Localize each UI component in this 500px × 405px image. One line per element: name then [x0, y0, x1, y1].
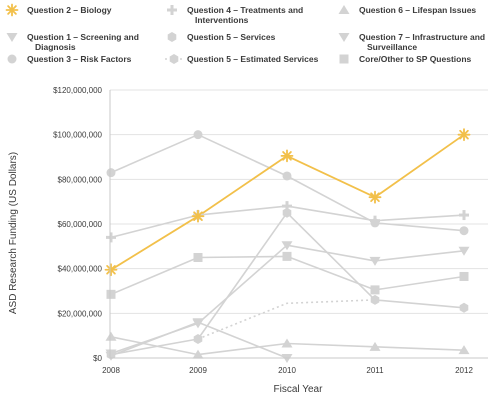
data-point: [282, 251, 292, 261]
legend-swatch: [169, 54, 179, 64]
legend-label: Question 3 – Risk Factors: [27, 54, 132, 64]
data-point: [369, 341, 381, 351]
y-tick-label: $60,000,000: [58, 220, 103, 229]
legend-swatch: [338, 5, 350, 14]
y-tick-label: $0: [93, 354, 102, 363]
data-point: [368, 190, 382, 204]
series-markers: [104, 128, 471, 363]
data-point: [193, 130, 203, 140]
legend-swatch: [5, 3, 19, 17]
data-point: [459, 226, 469, 236]
data-point: [105, 331, 117, 341]
data-point: [457, 128, 471, 142]
data-point: [458, 345, 470, 355]
data-point: [459, 302, 469, 313]
data-point: [459, 210, 469, 221]
data-point: [104, 263, 118, 277]
data-point: [369, 256, 381, 266]
legend-item: Question 5 – Services: [167, 32, 276, 42]
x-tick-label: 2011: [366, 366, 384, 375]
series-line: [110, 255, 465, 296]
data-point: [193, 334, 203, 344]
x-tick-label: 2010: [278, 366, 296, 375]
legend-swatch: [7, 54, 17, 64]
series-line: [197, 299, 376, 340]
data-point: [281, 338, 293, 348]
series-line: [110, 244, 465, 355]
legend-label: Question 5 – Services: [187, 32, 276, 42]
data-point: [192, 319, 204, 329]
legend-swatch: [339, 54, 349, 64]
legend-label: Question 2 – Biology: [27, 5, 112, 15]
data-point: [459, 271, 469, 281]
legend-label: Question 4 – Treatments and Interventions: [187, 5, 303, 25]
legend-label: Question 1 – Screening and Diagnosis: [27, 32, 139, 52]
data-point: [281, 241, 293, 251]
y-tick-label: $100,000,000: [53, 131, 102, 140]
data-point: [370, 215, 380, 226]
x-tick-label: 2008: [102, 366, 120, 375]
data-point: [193, 253, 203, 262]
legend-item: Question 6 – Lifespan Issues: [338, 5, 476, 15]
legend-item: Question 3 – Risk Factors: [7, 54, 132, 64]
data-point: [105, 349, 117, 359]
legend-item: Question 4 – Treatments and Interventions: [167, 5, 303, 25]
legend-label: Core/Other to SP Questions: [359, 54, 472, 64]
legend-item: Core/Other to SP Questions: [339, 54, 472, 64]
x-tick-label: 2012: [455, 366, 473, 375]
y-tick-label: $80,000,000: [58, 175, 103, 184]
legend-item: Question 5 – Estimated Services: [165, 54, 319, 64]
y-tick-label: $20,000,000: [58, 309, 103, 318]
data-point: [191, 209, 205, 223]
data-point: [106, 289, 116, 299]
legend-swatch: [167, 32, 177, 42]
data-point: [192, 349, 204, 359]
legend-swatch: [6, 33, 18, 42]
legend-item: Question 7 – Infrastructure and Surveilla…: [338, 32, 485, 52]
x-tick-label: 2009: [189, 366, 207, 375]
legend-swatch: [338, 33, 350, 42]
legend-item: Question 2 – Biology: [5, 3, 112, 17]
data-point: [370, 294, 380, 305]
axes: $0 $20,000,000 $40,000,000 $60,000,000 $80,0…: [53, 86, 488, 375]
data-point: [458, 246, 470, 256]
legend: Question 2 – Biology Question 4 – Treatme…: [5, 3, 485, 64]
data-point: [106, 168, 116, 178]
data-point: [282, 207, 292, 218]
x-axis-title: Fiscal Year: [274, 384, 324, 395]
y-tick-label: $40,000,000: [58, 265, 103, 274]
legend-label: Question 5 – Estimated Services: [187, 54, 319, 64]
data-point: [280, 149, 294, 163]
legend-label: Question 6 – Lifespan Issues: [359, 5, 476, 15]
legend-swatch: [167, 5, 177, 15]
y-tick-label: $120,000,000: [53, 86, 102, 95]
data-point: [370, 285, 380, 295]
y-axis-title: ASD Research Funding (US Dollars): [8, 152, 19, 314]
grid: [110, 89, 488, 314]
legend-item: Question 1 – Screening and Diagnosis: [6, 32, 139, 52]
legend-label: Question 7 – Infrastructure and Surveilla…: [359, 32, 485, 52]
data-point: [106, 232, 116, 243]
data-point: [282, 171, 292, 181]
